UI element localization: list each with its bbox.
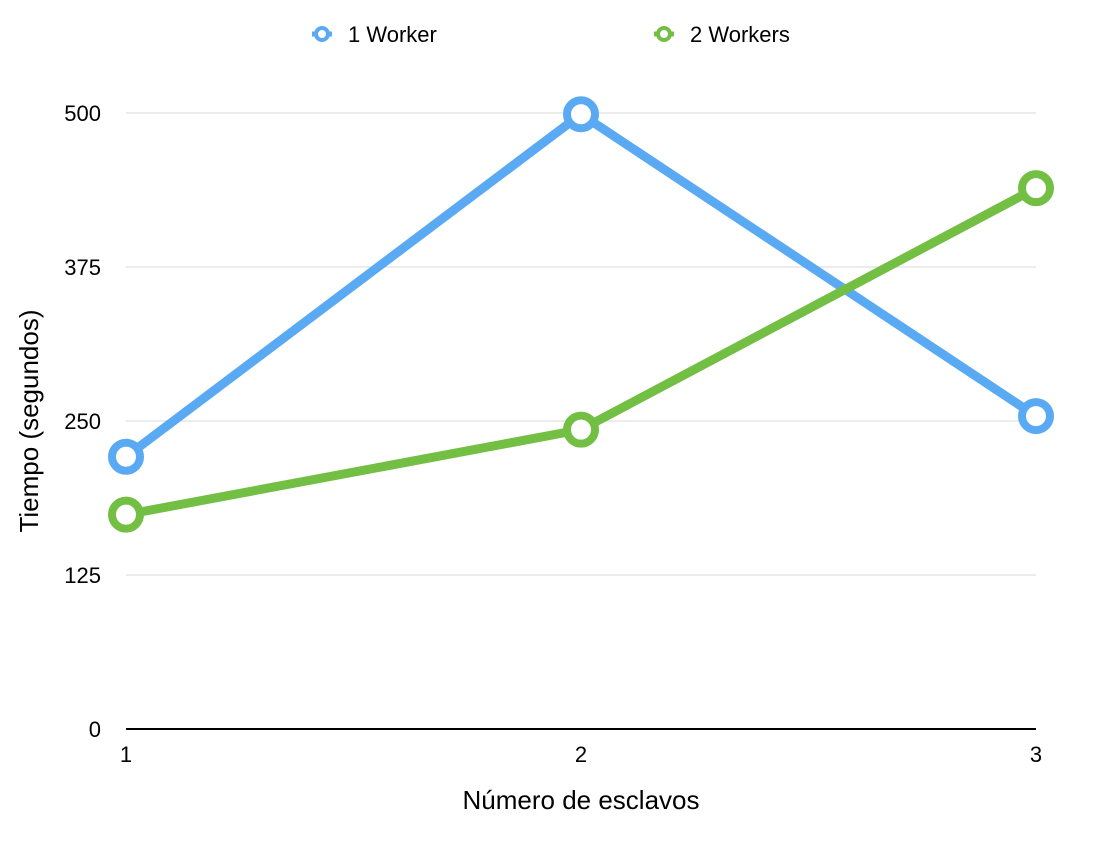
data-point	[108, 438, 144, 475]
legend-marker-icon	[314, 26, 330, 42]
y-tick-label: 250	[64, 409, 101, 434]
x-axis-title: Número de esclavos	[463, 785, 700, 815]
data-point	[563, 96, 599, 133]
y-tick-label: 0	[89, 717, 101, 742]
legend-label: 1 Worker	[348, 22, 437, 47]
x-tick-label: 2	[575, 742, 587, 767]
y-tick-label: 125	[64, 563, 101, 588]
data-point	[563, 411, 599, 448]
data-point	[108, 496, 144, 533]
y-tick-labels: 0 125 250 375 500	[64, 101, 101, 742]
x-tick-label: 3	[1030, 742, 1042, 767]
series-layer	[108, 96, 1054, 533]
series-1	[108, 96, 1054, 475]
legend-item: 1 Worker	[312, 22, 437, 47]
x-tick-labels: 1 2 3	[120, 742, 1042, 767]
legend-label: 2 Workers	[690, 22, 790, 47]
series-line	[121, 109, 1041, 462]
legend: 1 Worker 2 Workers	[312, 22, 790, 47]
series-2	[108, 170, 1054, 533]
data-point	[1018, 398, 1054, 435]
y-axis-title: Tiempo (segundos)	[14, 309, 44, 532]
y-tick-label: 375	[64, 255, 101, 280]
gridlines	[126, 112, 1036, 576]
legend-item: 2 Workers	[654, 22, 790, 47]
x-tick-label: 1	[120, 742, 132, 767]
data-point	[1018, 170, 1054, 207]
legend-marker-icon	[656, 26, 672, 42]
y-tick-label: 500	[64, 101, 101, 126]
